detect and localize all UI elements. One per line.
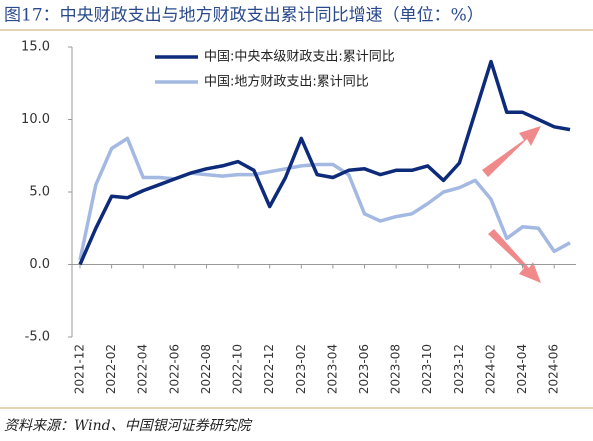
x-tick-label: 2022-12 — [262, 344, 276, 394]
x-tick-label: 2022-06 — [167, 344, 181, 394]
series-line — [78, 136, 571, 261]
chart-title: 图17：中央财政支出与地方财政支出累计同比增速（单位：%） — [4, 6, 484, 26]
x-tick-label: 2022-02 — [104, 344, 118, 394]
series-line — [78, 59, 571, 266]
x-tick-label: 2024-04 — [515, 344, 529, 394]
y-tick-label: 15.0 — [21, 40, 50, 55]
x-tick-label: 2023-08 — [389, 344, 403, 394]
y-tick-label: 0.0 — [29, 257, 50, 272]
x-tick-label: 2023-04 — [325, 344, 339, 394]
up-arrow — [482, 126, 541, 177]
x-tick-label: 2023-02 — [294, 344, 308, 394]
x-tick-label: 2021-12 — [73, 344, 87, 394]
trend-arrows — [482, 126, 541, 283]
x-tick-label: 2023-06 — [357, 344, 371, 394]
x-tick-label: 2022-10 — [231, 344, 245, 394]
legend-label: 中国:中央本级财政支出:累计同比 — [204, 50, 395, 65]
y-tick-label: -5.0 — [25, 330, 50, 345]
x-tick-label: 2024-06 — [547, 344, 561, 394]
x-tick-label: 2022-04 — [136, 344, 150, 394]
down-arrow — [488, 229, 541, 283]
source: 资料来源：Wind、中国银河证券研究院 — [4, 418, 253, 434]
x-tick-label: 2024-02 — [483, 344, 497, 394]
x-tick-label: 2023-12 — [452, 344, 466, 394]
legend-label: 中国:地方财政支出:累计同比 — [204, 74, 369, 90]
x-tick-label: 2023-10 — [420, 344, 434, 394]
y-tick-label: 5.0 — [29, 185, 50, 200]
y-tick-label: 10.0 — [21, 112, 50, 127]
x-tick-label: 2022-08 — [199, 344, 213, 394]
